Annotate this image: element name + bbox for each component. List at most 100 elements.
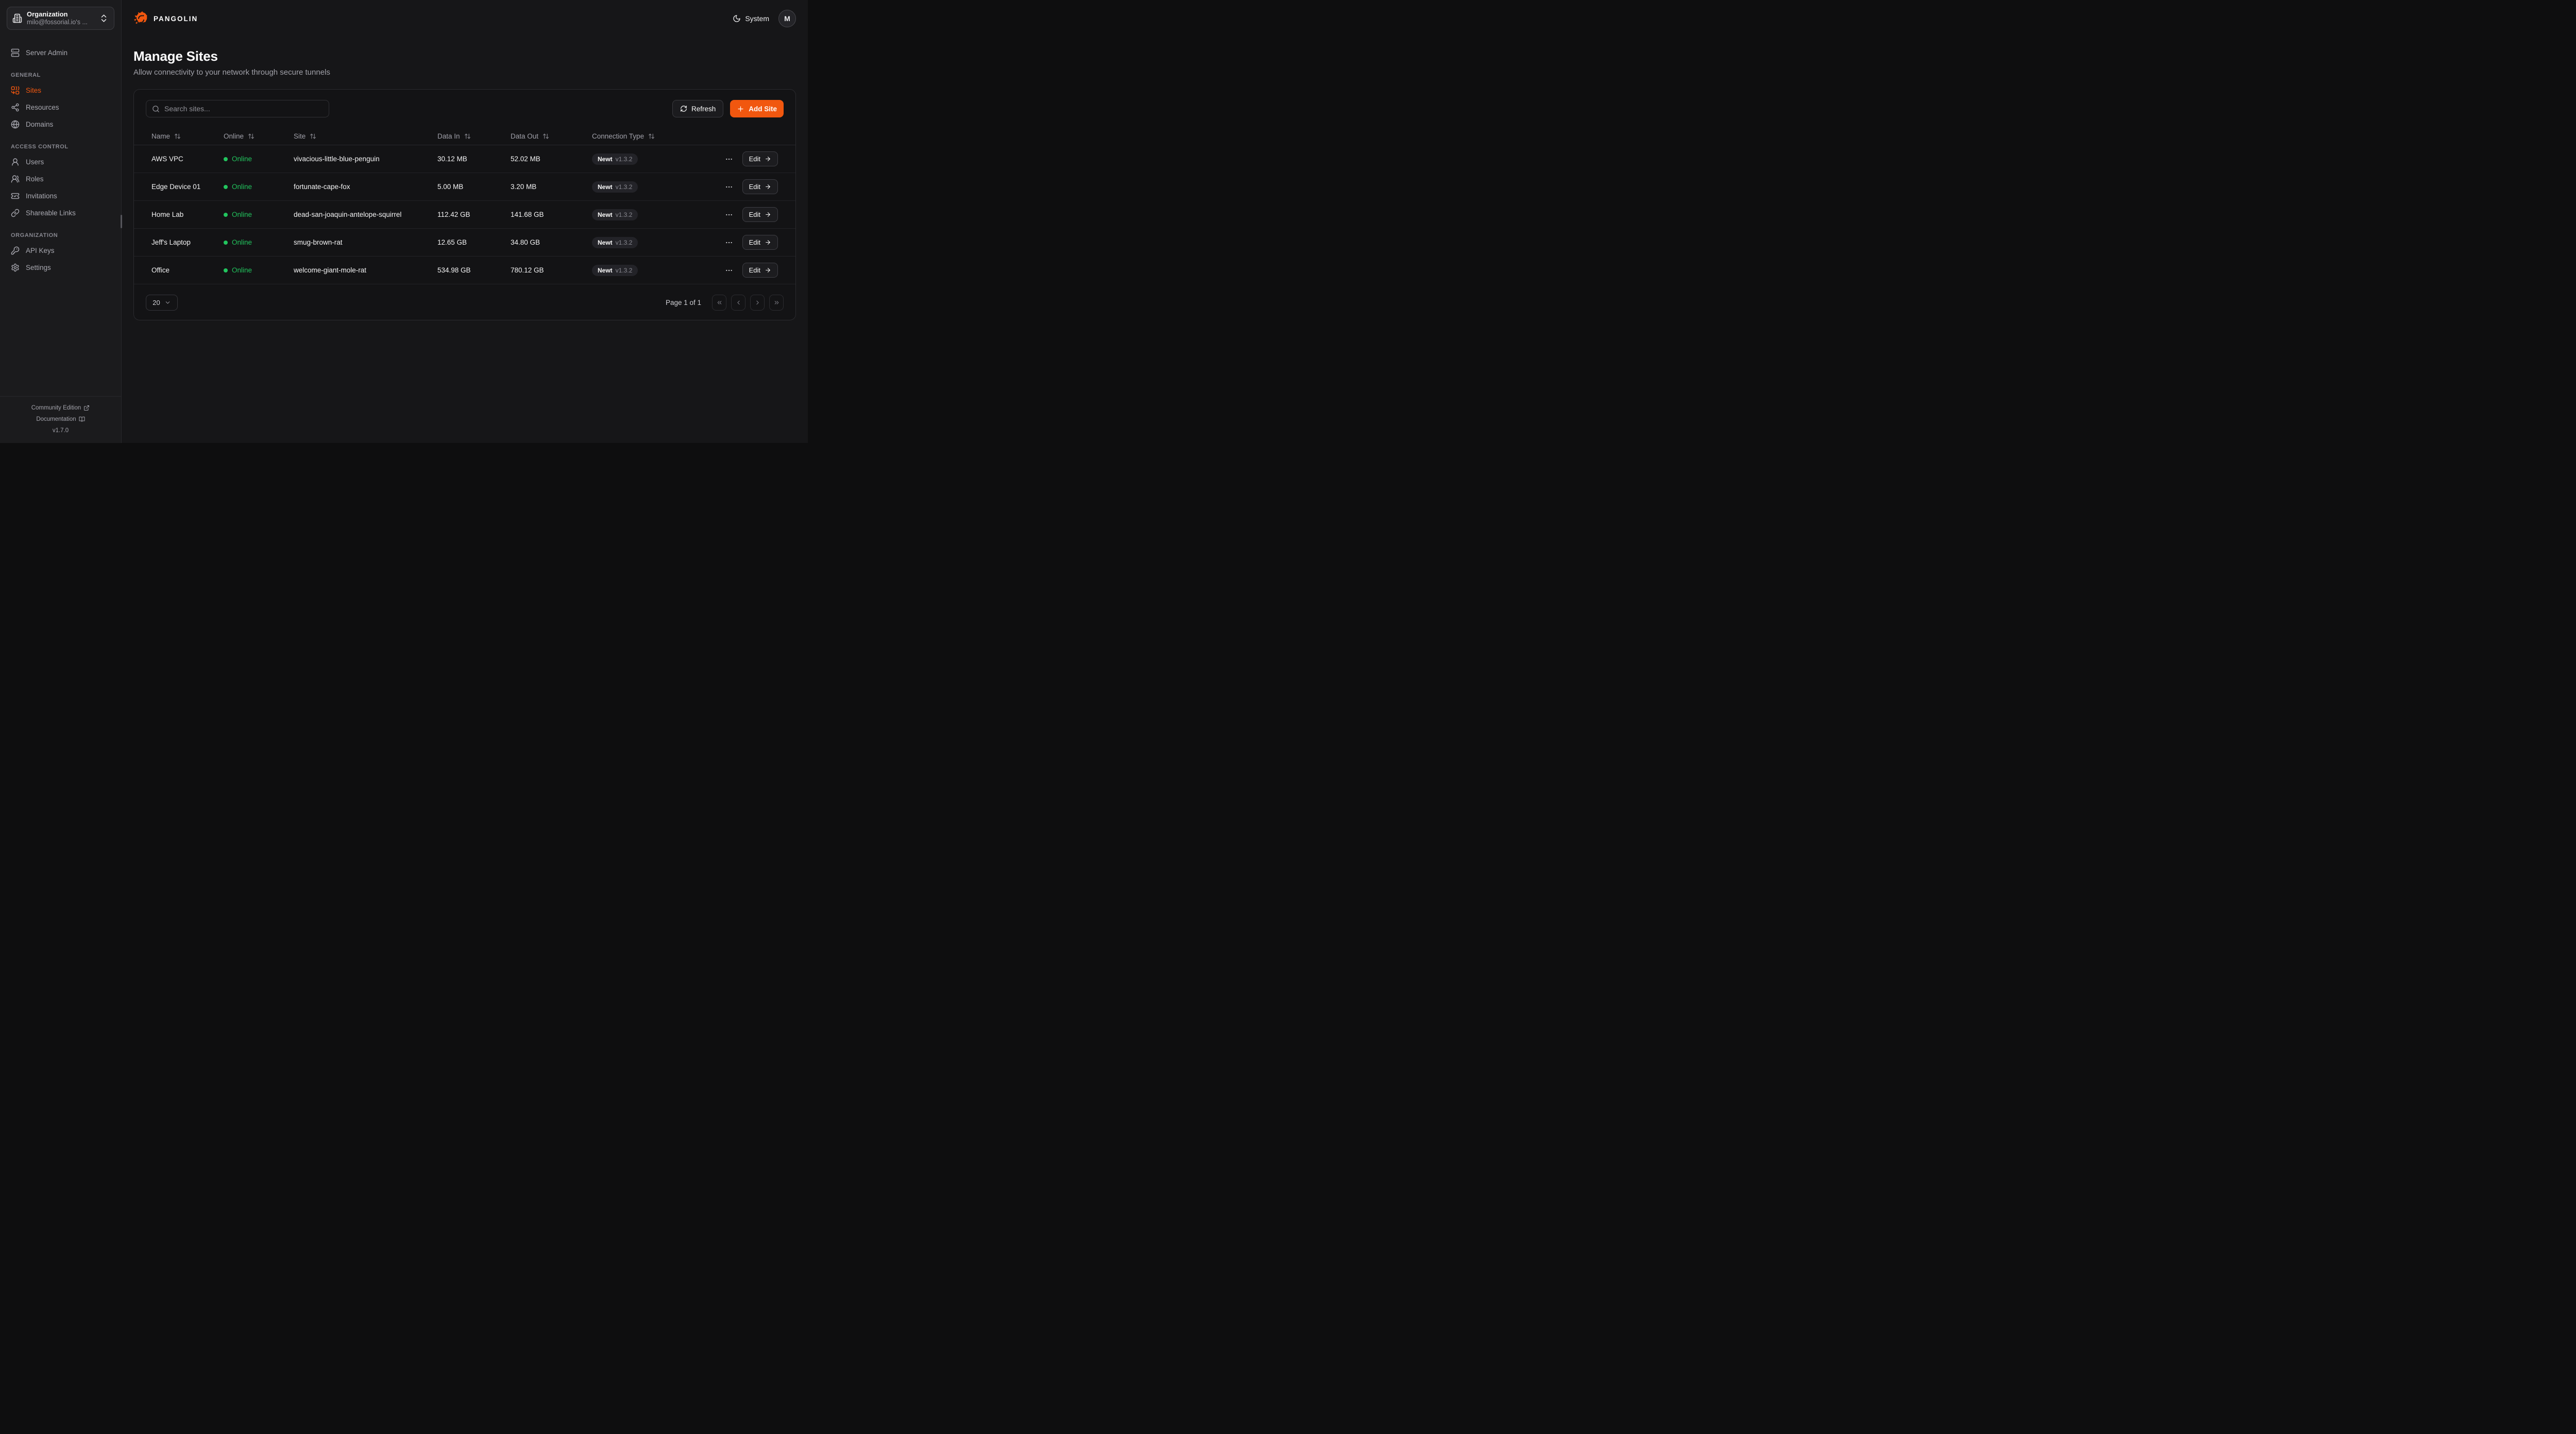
refresh-button[interactable]: Refresh xyxy=(672,100,724,117)
online-dot-icon xyxy=(224,212,228,217)
search-icon xyxy=(152,105,159,112)
status-badge: Online xyxy=(224,183,252,191)
edit-button[interactable]: Edit xyxy=(742,207,778,222)
row-menu-button[interactable] xyxy=(725,182,734,192)
cell-site: vivacious-little-blue-penguin xyxy=(294,155,380,163)
row-menu-button[interactable] xyxy=(725,155,734,164)
cell-site: fortunate-cape-fox xyxy=(294,183,350,191)
sidebar-item-sites[interactable]: Sites xyxy=(7,82,114,98)
edit-button[interactable]: Edit xyxy=(742,263,778,278)
cell-site: dead-san-joaquin-antelope-squirrel xyxy=(294,211,402,218)
external-link-icon xyxy=(84,405,90,411)
section-label-access-control: ACCESS CONTROL xyxy=(11,144,69,150)
org-selector[interactable]: Organization milo@fossorial.io's ... xyxy=(7,7,114,30)
page-subtitle: Allow connectivity to your network throu… xyxy=(133,68,330,77)
server-icon xyxy=(11,48,20,57)
sidebar-item-shareable-links[interactable]: Shareable Links xyxy=(7,205,114,221)
row-menu-button[interactable] xyxy=(725,266,734,275)
arrow-right-icon xyxy=(766,157,770,161)
next-page-button[interactable] xyxy=(750,295,765,311)
sidebar-item-label: Domains xyxy=(26,121,54,128)
pangolin-logo-icon xyxy=(134,11,147,24)
row-menu-button[interactable] xyxy=(725,210,734,219)
page-head: Manage Sites Allow connectivity to your … xyxy=(133,48,796,77)
cell-site: smug-brown-rat xyxy=(294,238,343,246)
topbar: PANGOLIN System M xyxy=(133,0,796,37)
sort-icon xyxy=(310,133,316,139)
cell-name: Edge Device 01 xyxy=(151,183,201,191)
sidebar-item-settings[interactable]: Settings xyxy=(7,260,114,276)
sidebar-item-label: API Keys xyxy=(26,247,55,254)
search-input[interactable] xyxy=(164,105,323,113)
sidebar-item-label: Roles xyxy=(26,175,44,183)
section-label-general: GENERAL xyxy=(11,72,41,78)
first-page-button[interactable] xyxy=(712,295,726,311)
column-header-data-in[interactable]: Data In xyxy=(429,128,502,145)
cell-name: AWS VPC xyxy=(151,155,183,163)
sidebar-item-api-keys[interactable]: API Keys xyxy=(7,243,114,259)
edit-button[interactable]: Edit xyxy=(742,235,778,250)
sidebar-item-label: Settings xyxy=(26,264,51,271)
moon-icon xyxy=(733,15,740,22)
sidebar-item-users[interactable]: Users xyxy=(7,154,114,170)
section-label-organization: ORGANIZATION xyxy=(11,232,58,238)
card-footer: 20 Page 1 of 1 xyxy=(134,287,795,320)
sort-icon xyxy=(464,133,470,139)
connection-type-badge: Newt v1.3.2 xyxy=(592,209,638,220)
column-header-name[interactable]: Name xyxy=(143,128,215,145)
gear-icon xyxy=(11,263,19,272)
sort-icon xyxy=(543,133,549,139)
sidebar-item-roles[interactable]: Roles xyxy=(7,171,114,187)
app-window: Organization milo@fossorial.io's ... Ser… xyxy=(0,0,808,443)
status-badge: Online xyxy=(224,155,252,163)
table-row: Edge Device 01 Online fortunate-cape-fox… xyxy=(134,173,795,201)
online-dot-icon xyxy=(224,184,228,189)
share-icon xyxy=(11,103,19,112)
table-header-row: Name Online Site Data In Data Out xyxy=(134,128,795,145)
cell-data-in: 112.42 GB xyxy=(437,211,470,218)
column-header-online[interactable]: Online xyxy=(215,128,285,145)
sidebar-item-domains[interactable]: Domains xyxy=(7,116,114,132)
documentation-link[interactable]: Documentation xyxy=(0,414,121,425)
version-label: v1.7.0 xyxy=(52,428,69,434)
org-text: Organization milo@fossorial.io's ... xyxy=(27,10,94,26)
table-row: Jeff's Laptop Online smug-brown-rat 12.6… xyxy=(134,229,795,257)
ellipsis-icon xyxy=(725,269,732,271)
column-header-data-out[interactable]: Data Out xyxy=(502,128,584,145)
edit-button[interactable]: Edit xyxy=(742,179,778,194)
theme-toggle[interactable]: System xyxy=(733,14,769,23)
row-menu-button[interactable] xyxy=(725,238,734,247)
add-site-button[interactable]: Add Site xyxy=(730,100,784,117)
community-edition-link[interactable]: Community Edition xyxy=(0,402,121,414)
cell-data-out: 34.80 GB xyxy=(511,238,540,246)
table-row: AWS VPC Online vivacious-little-blue-pen… xyxy=(134,145,795,173)
sidebar-item-server-admin[interactable]: Server Admin xyxy=(7,45,114,61)
toolbar-actions: Refresh Add Site xyxy=(672,100,784,117)
column-header-site[interactable]: Site xyxy=(285,128,429,145)
chevrons-up-down-icon xyxy=(101,14,107,22)
chevron-right-icon xyxy=(756,300,759,305)
sidebar-item-resources[interactable]: Resources xyxy=(7,99,114,115)
page-size-select[interactable]: 20 xyxy=(146,295,178,311)
search-box xyxy=(146,100,329,117)
main-area: PANGOLIN System M Manage Sites Allow con… xyxy=(122,0,808,443)
page-title: Manage Sites xyxy=(133,48,218,64)
sidebar-item-invitations[interactable]: Invitations xyxy=(7,188,114,204)
cell-data-out: 141.68 GB xyxy=(511,211,544,218)
edit-button[interactable]: Edit xyxy=(742,151,778,166)
arrow-right-icon xyxy=(766,268,770,272)
cell-data-in: 5.00 MB xyxy=(437,183,464,191)
avatar[interactable]: M xyxy=(778,10,796,27)
sidebar-footer: Community Edition Documentation v1.7.0 xyxy=(0,396,121,443)
book-open-icon xyxy=(79,417,85,422)
arrow-right-icon xyxy=(766,240,770,245)
previous-page-button[interactable] xyxy=(731,295,745,311)
ellipsis-icon xyxy=(725,158,732,160)
last-page-button[interactable] xyxy=(769,295,784,311)
sidebar-resize-handle[interactable] xyxy=(121,215,122,228)
column-header-actions xyxy=(688,128,786,145)
ticket-check-icon xyxy=(11,193,20,199)
column-header-connection-type[interactable]: Connection Type xyxy=(584,128,688,145)
arrow-right-icon xyxy=(766,184,770,189)
status-badge: Online xyxy=(224,266,252,274)
